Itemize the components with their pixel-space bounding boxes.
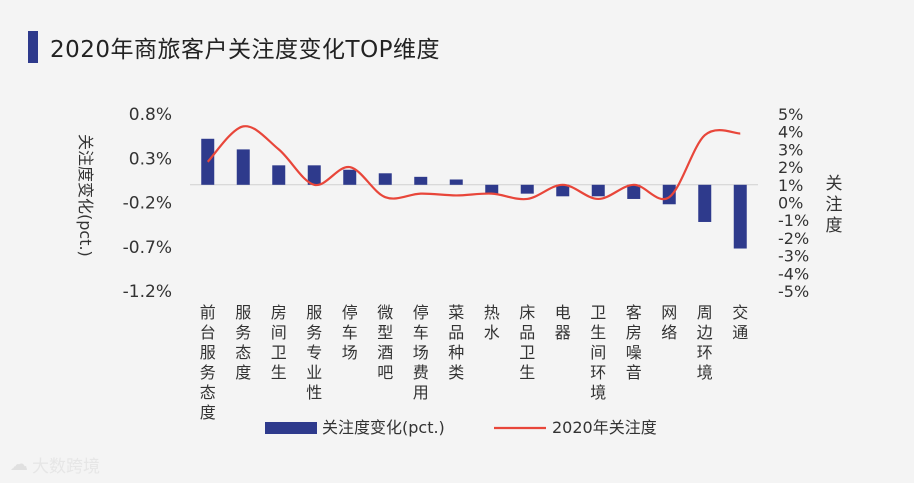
category-label: 微型酒吧 <box>377 303 393 382</box>
bar-周边环境 <box>698 184 712 222</box>
right-axis-tick-label: -2% <box>778 229 809 248</box>
legend-bar-label: 关注度变化(pct.) <box>322 418 445 437</box>
right-axis-tick-label: 3% <box>778 140 803 159</box>
right-axis-tick-label: 5% <box>778 105 803 124</box>
right-axis-tick-label: -5% <box>778 282 809 301</box>
bar-服务专业性 <box>307 165 321 185</box>
legend-bar-swatch <box>265 422 317 434</box>
right-axis-label-char: 注 <box>826 195 843 215</box>
category-label: 网络 <box>661 303 677 342</box>
bar-网络 <box>662 184 676 205</box>
right-axis-tick-label: -4% <box>778 264 809 283</box>
category-label: 服务态度 <box>235 303 251 382</box>
bar-菜品种类 <box>449 179 463 185</box>
right-axis-tick-label: 1% <box>778 176 803 195</box>
right-axis-label-char: 关 <box>826 174 843 194</box>
category-label: 房间卫生 <box>271 303 287 382</box>
category-label: 卫生间环境 <box>590 303 606 402</box>
bar-客房噪音 <box>627 184 641 199</box>
right-axis-label-char: 度 <box>826 216 843 236</box>
bar-停车场 <box>343 169 357 185</box>
watermark-text: 大数跨境 <box>32 457 100 477</box>
left-axis-tick-label: -1.2% <box>123 282 172 302</box>
watermark: ☁ 大数跨境 <box>10 452 100 477</box>
left-axis-tick-label: 0.8% <box>129 105 172 125</box>
left-axis-label: 关注度变化(pct.) <box>76 134 95 257</box>
category-label: 菜品种类 <box>448 303 464 382</box>
bar-房间卫生 <box>272 165 286 185</box>
cloud-icon: ☁ <box>10 454 28 475</box>
bar-卫生间环境 <box>591 184 605 197</box>
bar-停车场费用 <box>414 176 428 185</box>
chart-title: 2020年商旅客户关注度变化TOP维度 <box>28 30 440 64</box>
left-axis-tick-label: -0.7% <box>123 238 172 258</box>
category-label: 电器 <box>555 303 571 342</box>
right-axis-tick-label: -3% <box>778 247 809 266</box>
legend-line-label: 2020年关注度 <box>552 418 657 437</box>
bar-热水 <box>485 184 499 194</box>
category-label: 床品卫生 <box>519 303 535 382</box>
series-line-2020 <box>206 125 741 201</box>
right-axis-tick-label: 2% <box>778 158 803 177</box>
category-label: 停车场 <box>342 303 358 362</box>
category-label: 热水 <box>484 303 500 342</box>
bar-电器 <box>556 184 570 197</box>
category-label: 交通 <box>732 303 748 342</box>
bar-服务态度 <box>236 149 250 185</box>
title-accent-bar <box>28 31 38 63</box>
left-axis-tick-label: 0.3% <box>129 149 172 169</box>
category-label: 服务专业性 <box>306 303 322 402</box>
category-label: 周边环境 <box>697 303 713 382</box>
bar-微型酒吧 <box>378 173 392 185</box>
bar-床品卫生 <box>520 184 534 194</box>
right-axis-tick-label: -1% <box>778 211 809 230</box>
right-axis-tick-label: 4% <box>778 123 803 142</box>
bar-交通 <box>733 184 747 249</box>
left-axis-tick-label: -0.2% <box>123 194 172 214</box>
right-axis-tick-label: 0% <box>778 194 803 213</box>
category-label: 停车场费用 <box>413 303 429 402</box>
category-label: 前台服务态度 <box>200 303 216 422</box>
category-label: 客房噪音 <box>626 303 642 382</box>
chart-title-text: 2020年商旅客户关注度变化TOP维度 <box>50 37 441 63</box>
